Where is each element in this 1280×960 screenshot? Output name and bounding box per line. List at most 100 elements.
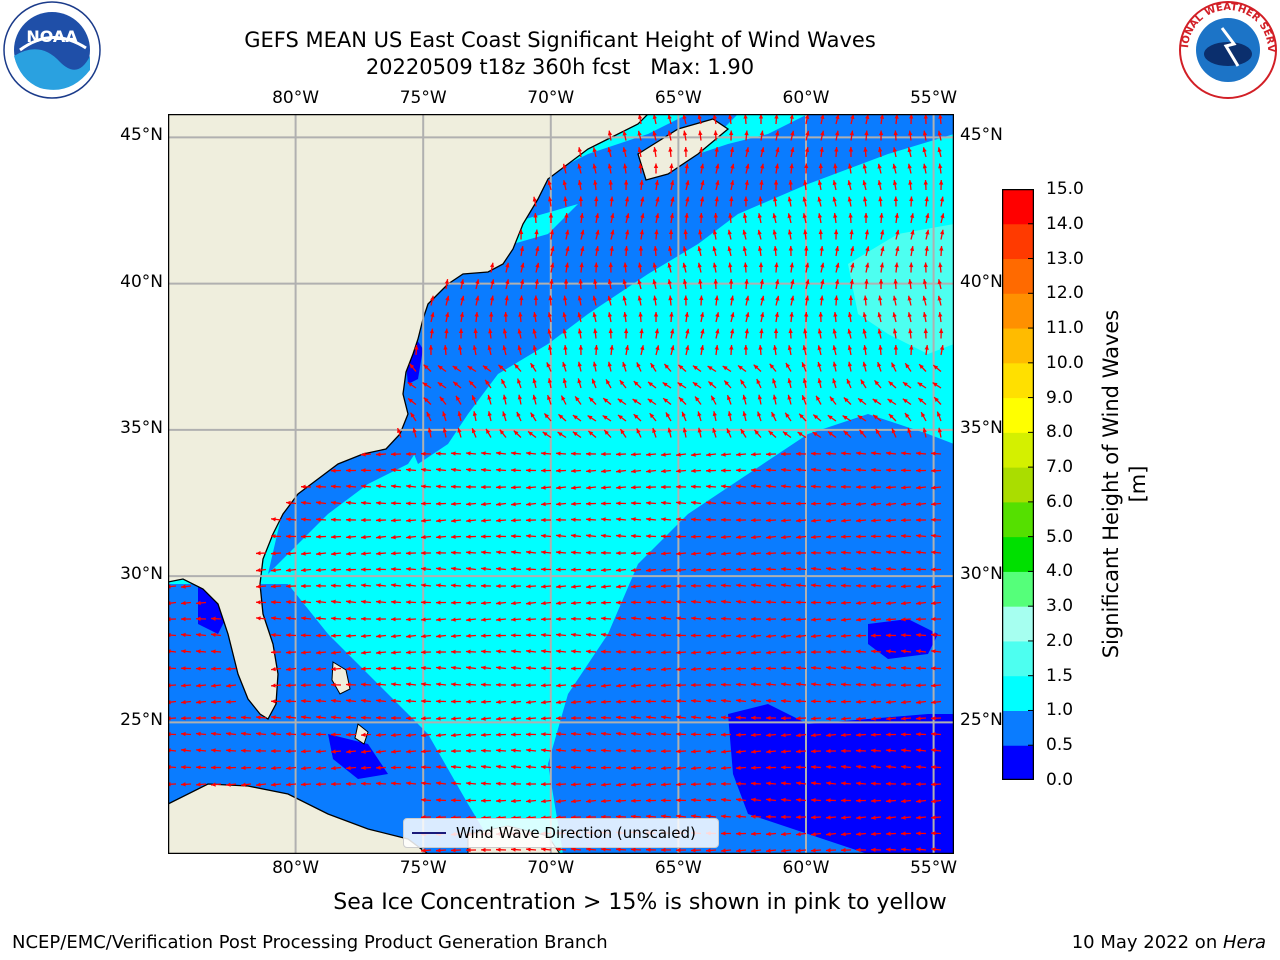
wave-direction-arrow <box>862 196 868 207</box>
wave-direction-arrow <box>510 600 522 606</box>
wave-direction-arrow <box>847 180 852 191</box>
wave-direction-arrow <box>750 551 762 556</box>
wave-direction-arrow <box>909 262 914 273</box>
lon-tick-label-bottom: 80°W <box>272 858 320 878</box>
wave-direction-arrow <box>607 361 612 372</box>
wave-direction-arrow <box>660 517 672 522</box>
wave-direction-arrow <box>832 196 837 207</box>
wave-direction-arrow <box>578 278 583 290</box>
wave-direction-arrow <box>750 732 762 738</box>
wave-direction-arrow <box>684 163 689 174</box>
wave-direction-arrow <box>780 617 792 622</box>
wave-direction-arrow <box>877 163 882 174</box>
wave-direction-arrow <box>885 550 897 555</box>
wave-direction-arrow <box>285 715 297 720</box>
wave-direction-arrow <box>375 616 387 622</box>
wave-direction-arrow <box>300 765 312 771</box>
wave-direction-arrow <box>833 163 838 174</box>
wave-direction-arrow <box>720 749 732 754</box>
wave-direction-arrow <box>859 429 867 438</box>
wave-direction-arrow <box>225 683 237 688</box>
wave-direction-arrow <box>225 765 237 770</box>
wave-direction-arrow <box>804 262 810 273</box>
wave-direction-arrow <box>617 398 627 406</box>
wave-direction-arrow <box>915 815 927 820</box>
wave-direction-arrow <box>555 600 567 606</box>
wave-direction-arrow <box>495 566 507 572</box>
wave-direction-arrow <box>195 600 207 606</box>
wave-direction-arrow <box>375 682 387 687</box>
wave-direction-arrow <box>602 397 612 406</box>
wave-direction-arrow <box>795 765 807 770</box>
wave-direction-arrow <box>435 682 447 687</box>
wave-direction-arrow <box>772 394 777 405</box>
wave-direction-arrow <box>390 534 402 540</box>
wave-direction-arrow <box>923 179 928 191</box>
wave-direction-arrow <box>765 452 777 457</box>
wave-direction-arrow <box>540 798 552 804</box>
wave-direction-arrow <box>795 518 807 523</box>
wave-direction-arrow <box>915 617 927 622</box>
wave-direction-arrow <box>915 632 927 638</box>
wave-direction-arrow <box>645 699 657 704</box>
wave-direction-arrow <box>880 246 885 257</box>
wave-direction-arrow <box>504 295 509 306</box>
wave-direction-arrow <box>285 599 297 605</box>
wave-direction-arrow <box>465 550 477 555</box>
wave-direction-arrow <box>255 715 267 720</box>
wave-direction-arrow <box>615 616 627 621</box>
wave-direction-arrow <box>315 599 327 605</box>
wave-direction-arrow <box>557 431 567 439</box>
wave-direction-arrow <box>555 501 567 507</box>
wave-direction-arrow <box>810 550 822 556</box>
wave-direction-arrow <box>900 748 912 753</box>
wave-direction-arrow <box>810 797 822 803</box>
wave-direction-arrow <box>510 665 522 671</box>
wave-direction-arrow <box>872 414 882 422</box>
wave-direction-arrow <box>667 427 672 438</box>
wave-direction-arrow <box>615 550 627 556</box>
wave-direction-arrow <box>675 551 687 556</box>
wave-direction-arrow <box>772 229 777 240</box>
wave-direction-arrow <box>475 295 480 306</box>
wave-direction-arrow <box>594 213 600 224</box>
wave-direction-arrow <box>510 584 522 589</box>
wave-direction-arrow <box>615 765 627 770</box>
wave-direction-arrow <box>744 130 749 141</box>
colorbar-segment <box>1002 189 1034 225</box>
wave-direction-arrow <box>669 163 674 174</box>
wave-direction-arrow <box>519 246 525 257</box>
wave-direction-arrow <box>429 328 434 339</box>
wave-direction-arrow <box>810 682 822 687</box>
footer-date: 10 May 2022 on Hera <box>1072 932 1266 953</box>
wave-direction-arrow <box>315 616 327 621</box>
wave-direction-arrow <box>594 246 600 257</box>
wave-direction-arrow <box>773 196 778 207</box>
wave-direction-arrow <box>863 146 868 158</box>
wave-direction-arrow <box>705 583 717 588</box>
wave-direction-arrow <box>846 378 852 389</box>
wave-direction-arrow <box>855 633 867 638</box>
wave-direction-arrow <box>270 600 282 605</box>
wave-direction-arrow <box>907 163 912 174</box>
colorbar-segment <box>1002 432 1034 468</box>
wave-direction-arrow <box>820 114 825 125</box>
wave-direction-arrow <box>810 451 822 456</box>
wave-direction-arrow <box>420 600 432 605</box>
wave-direction-arrow <box>540 781 552 787</box>
colorbar <box>1002 189 1034 780</box>
wave-direction-arrow <box>780 518 792 523</box>
wave-direction-arrow <box>780 666 792 671</box>
wave-direction-arrow <box>815 395 822 405</box>
wave-direction-arrow <box>795 814 807 820</box>
wave-direction-arrow <box>555 584 567 589</box>
wave-direction-arrow <box>390 698 402 704</box>
wave-direction-arrow <box>825 815 837 820</box>
wave-direction-arrow <box>915 748 927 753</box>
wave-direction-arrow <box>285 616 297 621</box>
wave-direction-arrow <box>542 431 552 439</box>
wave-direction-arrow <box>660 715 672 720</box>
wave-direction-arrow <box>300 484 312 490</box>
wave-direction-arrow <box>885 584 897 589</box>
colorbar-tick-label: 3.0 <box>1046 596 1074 617</box>
